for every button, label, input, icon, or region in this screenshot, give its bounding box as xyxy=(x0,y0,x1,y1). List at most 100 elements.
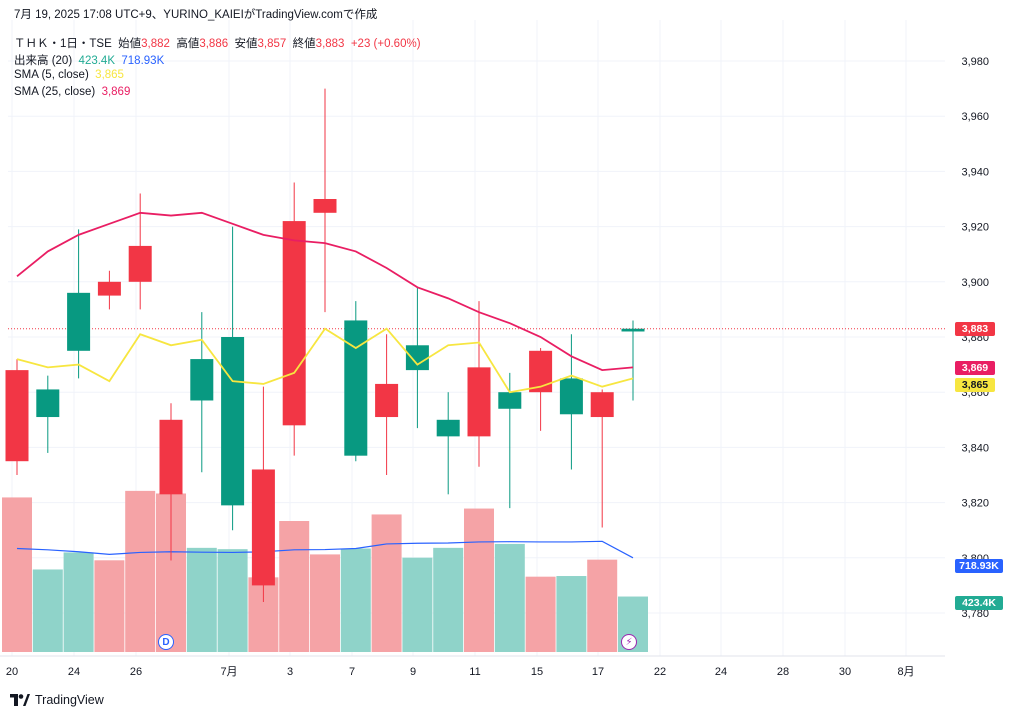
volume-bar xyxy=(494,543,525,652)
candle-body xyxy=(498,392,522,409)
time-tick-label: 15 xyxy=(531,666,543,678)
volume-legend[interactable]: 出来高 (20) 423.4K 718.93K xyxy=(14,52,164,68)
volume-bar xyxy=(310,554,340,652)
volume-bar xyxy=(2,497,32,652)
time-tick-label: 22 xyxy=(654,666,666,678)
high-label: 高値 xyxy=(176,38,200,50)
volume-bar xyxy=(217,549,248,652)
time-tick-label: 3 xyxy=(287,666,293,678)
volume-bar xyxy=(464,508,494,652)
volume-ma-value: 718.93K xyxy=(121,55,165,67)
candle-body xyxy=(251,469,275,586)
tradingview-logo-icon xyxy=(10,694,30,706)
price-tick-label: 3,960 xyxy=(961,111,989,123)
change-value: +23 (+0.60%) xyxy=(350,38,421,50)
time-tick-label: 17 xyxy=(592,666,604,678)
candle-body xyxy=(559,378,583,415)
sma5-line xyxy=(16,327,634,394)
sma5-price-tag: 3,865 xyxy=(955,378,995,392)
volume-bar xyxy=(587,559,618,652)
price-tick-label: 3,920 xyxy=(961,222,989,234)
sma25-value: 3,869 xyxy=(101,86,131,98)
snapshot-caption: 7月 19, 2025 17:08 UTC+9、YURINO_KAIEIがTra… xyxy=(14,9,378,21)
price-tick-label: 3,900 xyxy=(961,277,989,289)
volume-ma-line xyxy=(16,540,634,559)
last-price-tag: 3,883 xyxy=(955,322,995,336)
candle-body xyxy=(621,328,645,332)
candle-body xyxy=(67,292,91,351)
volume-bar xyxy=(186,547,217,652)
candle-body xyxy=(97,281,121,296)
volume-bar xyxy=(556,576,587,652)
volume-bar xyxy=(63,552,94,652)
sma25-legend[interactable]: SMA (25, close) 3,869 xyxy=(14,86,130,98)
time-tick-label: 26 xyxy=(130,666,142,678)
volume-bar xyxy=(371,514,402,652)
time-axis[interactable]: 20 24 26 7月 3 7 9 11 15 17 22 24 28 30 8月 xyxy=(0,655,945,678)
volume-bar xyxy=(32,569,63,652)
candle-body xyxy=(5,370,29,462)
sma5-value: 3,865 xyxy=(95,69,124,81)
candle-body xyxy=(529,350,553,393)
candle-body xyxy=(344,320,368,456)
volume-bar xyxy=(125,490,156,652)
candle-body xyxy=(467,367,491,437)
close-value: 3,883 xyxy=(315,38,345,50)
time-tick-label: 24 xyxy=(715,666,727,678)
volume-bars xyxy=(2,490,648,652)
time-tick-label: 20 xyxy=(6,666,18,678)
flash-marker-icon[interactable]: ⚡ xyxy=(621,634,637,650)
volume-bar xyxy=(94,560,125,652)
volume-tag: 423.4K xyxy=(955,596,1003,610)
volume-bar xyxy=(402,557,433,652)
sma5-legend[interactable]: SMA (5, close) 3,865 xyxy=(14,69,124,81)
close-label: 終値 xyxy=(292,38,316,50)
open-label: 始値 xyxy=(118,38,142,50)
price-tick-label: 3,820 xyxy=(961,498,989,510)
price-tick-label: 3,940 xyxy=(961,166,989,178)
candle-body xyxy=(405,345,429,371)
ohlc-legend: ＴＨＫ・1日・TSE 始値3,882 高値3,886 安値3,857 終値3,8… xyxy=(14,35,421,51)
low-label: 安値 xyxy=(234,38,258,50)
volume-bar xyxy=(340,548,371,652)
time-tick-label: 24 xyxy=(68,666,80,678)
sma25-label: SMA (25, close) xyxy=(14,86,96,98)
candle-body xyxy=(436,419,460,437)
logo-text: TradingView xyxy=(35,693,104,707)
price-axis[interactable]: 3,9803,9603,9403,9203,9003,8803,8603,840… xyxy=(961,56,989,620)
candle-body xyxy=(36,389,60,418)
candle-body xyxy=(128,245,152,282)
low-value: 3,857 xyxy=(257,38,287,50)
candle-body xyxy=(313,199,337,213)
price-tick-label: 3,840 xyxy=(961,442,989,454)
volume-ma-tag: 718.93K xyxy=(955,559,1003,573)
symbol-label[interactable]: ＴＨＫ・1日・TSE xyxy=(14,38,112,50)
volume-label: 出来高 (20) xyxy=(14,55,73,67)
moving-averages xyxy=(16,211,634,394)
volume-value: 423.4K xyxy=(78,55,115,67)
time-tick-label: 28 xyxy=(777,666,789,678)
time-tick-label: 7 xyxy=(349,666,355,678)
price-tick-label: 3,980 xyxy=(961,56,989,68)
time-tick-label: 8月 xyxy=(897,666,914,678)
candles xyxy=(5,88,645,602)
volume-ma-path xyxy=(16,540,634,559)
time-tick-label: 7月 xyxy=(220,666,237,678)
tradingview-logo[interactable]: TradingView xyxy=(10,693,104,707)
price-tick-label: 3,780 xyxy=(961,608,989,620)
candle-body xyxy=(590,392,614,418)
candle-body xyxy=(159,419,183,495)
volume-bar xyxy=(279,521,310,652)
volume-bar xyxy=(433,547,464,652)
candle-body xyxy=(221,337,245,506)
time-tick-label: 9 xyxy=(410,666,416,678)
open-value: 3,882 xyxy=(141,38,170,50)
dividend-marker-icon[interactable]: D xyxy=(158,634,174,650)
candle-body xyxy=(190,359,214,401)
sma25-price-tag: 3,869 xyxy=(955,361,995,375)
sma5-label: SMA (5, close) xyxy=(14,69,89,81)
sma25-line xyxy=(16,211,634,372)
time-tick-label: 30 xyxy=(839,666,851,678)
candle-body xyxy=(282,221,306,426)
